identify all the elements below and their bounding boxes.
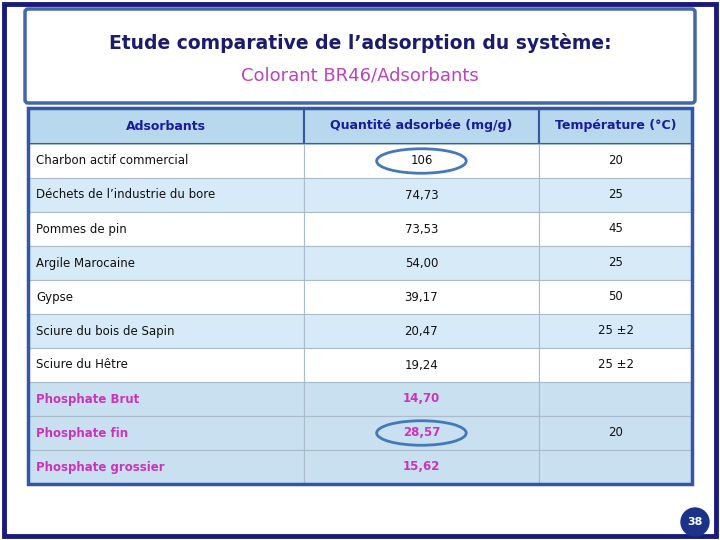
FancyBboxPatch shape — [304, 416, 539, 450]
FancyBboxPatch shape — [28, 382, 304, 416]
Text: Quantité adsorbée (mg/g): Quantité adsorbée (mg/g) — [330, 119, 513, 132]
Text: 20,47: 20,47 — [405, 325, 438, 338]
FancyBboxPatch shape — [28, 450, 304, 484]
Text: 25: 25 — [608, 188, 623, 201]
FancyBboxPatch shape — [28, 178, 304, 212]
Text: Sciure du bois de Sapin: Sciure du bois de Sapin — [36, 325, 174, 338]
Text: 38: 38 — [688, 517, 703, 527]
Text: 74,73: 74,73 — [405, 188, 438, 201]
FancyBboxPatch shape — [539, 280, 692, 314]
Text: Gypse: Gypse — [36, 291, 73, 303]
FancyBboxPatch shape — [4, 4, 716, 536]
FancyBboxPatch shape — [28, 108, 304, 144]
Text: Phosphate fin: Phosphate fin — [36, 427, 128, 440]
FancyBboxPatch shape — [304, 212, 539, 246]
Text: 25 ±2: 25 ±2 — [598, 325, 634, 338]
FancyBboxPatch shape — [28, 144, 304, 178]
FancyBboxPatch shape — [539, 212, 692, 246]
Text: Colorant BR46/Adsorbants: Colorant BR46/Adsorbants — [241, 67, 479, 85]
Text: Phosphate grossier: Phosphate grossier — [36, 461, 165, 474]
Text: 28,57: 28,57 — [402, 427, 440, 440]
Text: 15,62: 15,62 — [402, 461, 440, 474]
Text: 20: 20 — [608, 154, 623, 167]
FancyBboxPatch shape — [539, 416, 692, 450]
Text: Température (°C): Température (°C) — [555, 119, 676, 132]
FancyBboxPatch shape — [304, 280, 539, 314]
Text: Déchets de l’industrie du bore: Déchets de l’industrie du bore — [36, 188, 215, 201]
FancyBboxPatch shape — [28, 416, 304, 450]
FancyBboxPatch shape — [539, 178, 692, 212]
Text: 45: 45 — [608, 222, 623, 235]
Text: 20: 20 — [608, 427, 623, 440]
FancyBboxPatch shape — [304, 108, 539, 144]
Text: 50: 50 — [608, 291, 623, 303]
FancyBboxPatch shape — [304, 348, 539, 382]
Text: Etude comparative de l’adsorption du système:: Etude comparative de l’adsorption du sys… — [109, 33, 611, 53]
Text: 54,00: 54,00 — [405, 256, 438, 269]
FancyBboxPatch shape — [304, 246, 539, 280]
FancyBboxPatch shape — [304, 314, 539, 348]
FancyBboxPatch shape — [304, 382, 539, 416]
FancyBboxPatch shape — [304, 450, 539, 484]
Text: 19,24: 19,24 — [405, 359, 438, 372]
FancyBboxPatch shape — [304, 144, 539, 178]
Text: 25: 25 — [608, 256, 623, 269]
Text: Charbon actif commercial: Charbon actif commercial — [36, 154, 189, 167]
Text: Pommes de pin: Pommes de pin — [36, 222, 127, 235]
Text: 25 ±2: 25 ±2 — [598, 359, 634, 372]
Text: Argile Marocaine: Argile Marocaine — [36, 256, 135, 269]
FancyBboxPatch shape — [539, 450, 692, 484]
Text: 106: 106 — [410, 154, 433, 167]
FancyBboxPatch shape — [28, 348, 304, 382]
FancyBboxPatch shape — [539, 144, 692, 178]
FancyBboxPatch shape — [539, 246, 692, 280]
Text: 39,17: 39,17 — [405, 291, 438, 303]
Text: Sciure du Hêtre: Sciure du Hêtre — [36, 359, 128, 372]
Circle shape — [681, 508, 709, 536]
Text: 73,53: 73,53 — [405, 222, 438, 235]
Text: Phosphate Brut: Phosphate Brut — [36, 393, 139, 406]
FancyBboxPatch shape — [28, 212, 304, 246]
FancyBboxPatch shape — [539, 382, 692, 416]
FancyBboxPatch shape — [28, 280, 304, 314]
FancyBboxPatch shape — [28, 246, 304, 280]
FancyBboxPatch shape — [25, 9, 695, 103]
FancyBboxPatch shape — [28, 314, 304, 348]
FancyBboxPatch shape — [539, 108, 692, 144]
FancyBboxPatch shape — [304, 178, 539, 212]
Text: Adsorbants: Adsorbants — [126, 119, 206, 132]
Text: 14,70: 14,70 — [402, 393, 440, 406]
FancyBboxPatch shape — [539, 348, 692, 382]
FancyBboxPatch shape — [539, 314, 692, 348]
